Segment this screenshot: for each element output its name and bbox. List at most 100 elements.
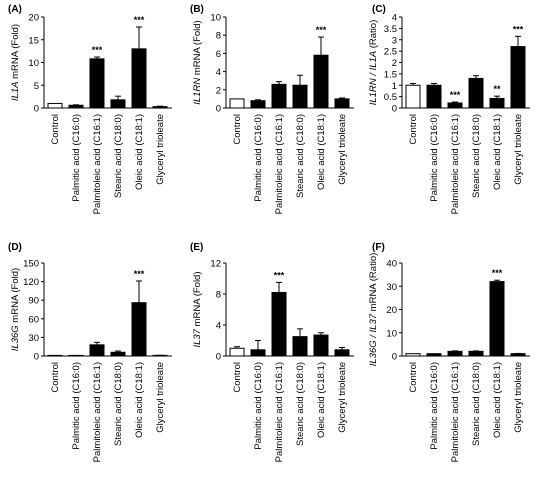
category-label: Palmitic acid (C16:0) xyxy=(253,362,264,450)
bar-5 xyxy=(313,334,329,357)
bar-3 xyxy=(447,350,463,357)
y-tick-label: 0 xyxy=(34,104,39,115)
y-tick-label: 8 xyxy=(216,31,221,42)
category-label: Palmitoleic acid (C16:1) xyxy=(450,114,461,214)
category-label: Glyceryl trioleate xyxy=(513,114,524,185)
category-label: Oleic acid (C18:1) xyxy=(134,362,145,438)
panel-letter: (B) xyxy=(190,4,204,15)
y-axis-label-gene: IL1RN xyxy=(192,78,203,105)
significance-marker: *** xyxy=(492,268,503,278)
y-tick-label: 6 xyxy=(216,49,221,60)
y-axis-label: IL37 mRNA (Fold) xyxy=(192,271,203,347)
y-tick-label: 150 xyxy=(23,259,39,270)
category-label: Oleic acid (C18:1) xyxy=(492,114,503,190)
y-tick-label: 2 xyxy=(392,58,397,69)
significance-marker: *** xyxy=(513,24,524,34)
bar-6 xyxy=(510,353,526,357)
y-tick-label: 3 xyxy=(392,35,397,46)
category-label: Control xyxy=(408,114,419,145)
significance-marker: *** xyxy=(134,15,145,25)
panel-1: (A) IL1A mRNA (Fold) 0 5 10 15 20 Control Palmit… xyxy=(8,4,172,214)
category-label: Glyceryl trioleate xyxy=(155,362,166,433)
bar-1 xyxy=(229,98,245,109)
y-tick-label: 2.5 xyxy=(384,47,397,58)
y-tick-label: 15 xyxy=(28,35,39,46)
significance-marker: *** xyxy=(92,45,103,55)
y-tick-label: 10 xyxy=(28,58,39,69)
bar-5 xyxy=(489,281,505,357)
category-label: Stearic acid (C18:0) xyxy=(295,114,306,198)
panel-letter: (E) xyxy=(190,242,203,253)
bar-6 xyxy=(334,349,350,357)
y-tick-label: 3.5 xyxy=(384,24,397,35)
y-axis-label-gene: IL37 xyxy=(192,328,203,347)
bar-5 xyxy=(131,48,147,109)
y-axis-label-gene: IL36G xyxy=(10,325,21,351)
category-label: Palmitic acid (C16:0) xyxy=(71,114,82,202)
y-tick-label: 1.5 xyxy=(384,69,397,80)
bar-3 xyxy=(271,83,287,109)
bar-2 xyxy=(68,104,84,109)
y-axis-label: IL36G mRNA (Fold) xyxy=(10,268,21,351)
y-tick-label: 30 xyxy=(386,282,397,293)
y-tick-label: 4 xyxy=(392,13,397,24)
significance-marker: *** xyxy=(450,90,461,100)
panel-letter: (D) xyxy=(8,242,22,253)
y-axis-label-unit: mRNA (Fold) xyxy=(10,24,21,82)
category-label: Glyceryl trioleate xyxy=(337,114,348,185)
category-label: Oleic acid (C18:1) xyxy=(492,362,503,438)
bar-1 xyxy=(47,354,63,357)
bar-5 xyxy=(131,302,147,357)
significance-marker: *** xyxy=(316,25,327,35)
category-label: Oleic acid (C18:1) xyxy=(316,362,327,438)
bar-4 xyxy=(110,351,126,357)
y-axis-label: IL1RN mRNA (Fold) xyxy=(192,20,203,104)
y-tick-label: 120 xyxy=(23,277,39,288)
category-label: Stearic acid (C18:0) xyxy=(113,114,124,198)
y-tick-label: 2 xyxy=(216,85,221,96)
y-tick-label: 0 xyxy=(216,352,221,363)
y-axis-label-gene: IL36G / IL37 xyxy=(368,313,379,366)
category-label: Stearic acid (C18:0) xyxy=(113,362,124,446)
category-label: Stearic acid (C18:0) xyxy=(295,362,306,446)
panel-3: (C) IL1RN / IL1A (Ratio) 00.511.522.533.54… xyxy=(368,4,530,214)
significance-marker: *** xyxy=(134,269,145,279)
category-label: Palmitic acid (C16:0) xyxy=(253,114,264,202)
y-axis-label-unit: (Ratio) xyxy=(368,20,379,51)
panel-4: (D) IL36G mRNA (Fold) 0 30 60 90 120 150 Control… xyxy=(8,242,172,462)
y-axis-label-unit: mRNA (Ratio) xyxy=(368,253,379,314)
category-label: Glyceryl trioleate xyxy=(337,362,348,433)
bar-3 xyxy=(89,344,105,357)
category-label: Stearic acid (C18:0) xyxy=(471,114,482,198)
panel-6: (F)IL36G / IL37 mRNA (Ratio)010203040Con… xyxy=(368,242,530,462)
panel-2: (B) IL1RN mRNA (Fold) 0 2 4 6 8 10 Control Palmit… xyxy=(190,4,354,214)
y-tick-label: 10 xyxy=(210,13,221,24)
bar-2 xyxy=(426,353,442,357)
y-tick-label: 0 xyxy=(392,104,397,115)
bar-2 xyxy=(250,349,266,357)
y-axis-label-unit: mRNA (Fold) xyxy=(192,20,203,78)
y-axis-label-unit: mRNA (Fold) xyxy=(192,271,203,329)
category-label: Palmitoleic acid (C16:1) xyxy=(274,114,285,214)
y-axis-label: IL1RN / IL1A (Ratio) xyxy=(368,20,379,106)
category-label: Control xyxy=(408,362,419,393)
bar-4 xyxy=(292,336,308,357)
category-label: Control xyxy=(50,114,61,145)
bar-3 xyxy=(89,58,105,109)
y-tick-label: 40 xyxy=(386,259,397,270)
y-tick-label: 90 xyxy=(28,296,39,307)
bar-2 xyxy=(68,354,84,357)
y-tick-label: 1 xyxy=(392,81,397,92)
bar-1 xyxy=(405,84,421,109)
bar-3 xyxy=(271,291,287,357)
category-label: Stearic acid (C18:0) xyxy=(471,362,482,446)
bar-5 xyxy=(489,97,505,109)
category-label: Control xyxy=(232,362,243,393)
category-label: Palmitic acid (C16:0) xyxy=(429,114,440,202)
bar-1 xyxy=(47,102,63,109)
y-tick-label: 30 xyxy=(28,333,39,344)
bar-4 xyxy=(292,84,308,109)
category-label: Control xyxy=(232,114,243,145)
panel-5: (E) IL37 mRNA (Fold) 0 4 8 12 Control Palmitic … xyxy=(190,242,354,462)
category-label: Palmitoleic acid (C16:1) xyxy=(450,362,461,462)
